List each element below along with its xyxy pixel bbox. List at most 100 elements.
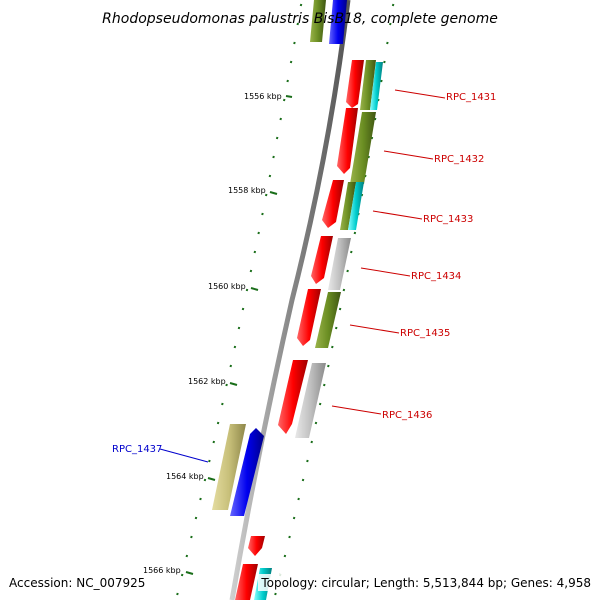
gene-feature-gray [328, 238, 351, 290]
ring-dot [306, 459, 309, 463]
ring-dot [203, 478, 207, 482]
ring-dot [338, 307, 342, 311]
ring-dot [301, 478, 305, 482]
ring-dot [268, 174, 272, 178]
ring-dot [225, 383, 228, 387]
footer-backing [258, 574, 592, 591]
gene-label-rpc-1433[interactable]: RPC_1433 [423, 214, 473, 225]
gene-label-rpc-1434[interactable]: RPC_1434 [411, 271, 461, 282]
ring-dot [342, 288, 346, 292]
gene-label-rpc-1435[interactable]: RPC_1435 [400, 328, 450, 339]
gene-label-rpc-1436[interactable]: RPC_1436 [382, 410, 432, 421]
tick-mark [269, 191, 278, 195]
ring-dot [353, 231, 357, 235]
ring-dot [327, 364, 330, 368]
ring-dot [288, 535, 291, 539]
gene-feature-cyan [370, 62, 383, 110]
ring-dot [233, 345, 237, 349]
leader-line [331, 405, 382, 415]
tick-label: 1566 kbp [143, 566, 181, 575]
ring-dot [299, 3, 303, 7]
ring-dot [346, 269, 349, 273]
tick-mark [185, 571, 194, 575]
leader-line [383, 150, 434, 160]
genome-backbone [229, 0, 351, 600]
ring-dot [274, 592, 277, 596]
ring-dot [286, 79, 289, 83]
gene-feature-red [235, 564, 258, 600]
ring-dot [293, 41, 296, 45]
tick-label: 1558 kbp [228, 186, 266, 195]
gene-feature-gray [295, 363, 326, 438]
ring-dot [297, 497, 300, 501]
gene-arrow-red [311, 236, 333, 284]
gene-feature-olive [350, 112, 376, 184]
ring-dot [292, 516, 296, 520]
gene-label-rpc-1431[interactable]: RPC_1431 [446, 92, 496, 103]
ring-dot [323, 383, 326, 387]
tick-mark [229, 382, 238, 386]
ring-dot [310, 440, 313, 444]
gene-feature-olive [310, 0, 326, 42]
gene-label-rpc-1432[interactable]: RPC_1432 [434, 154, 484, 165]
ring-dot [190, 535, 193, 539]
ring-dot [314, 421, 318, 425]
ring-dot [253, 250, 257, 254]
ring-dot [283, 554, 287, 558]
ring-dot [350, 250, 353, 254]
ring-dot [279, 117, 282, 121]
ring-dot [334, 326, 338, 330]
ring-dot [199, 497, 202, 501]
ring-dot [272, 155, 275, 159]
ring-dot [386, 41, 389, 45]
ring-dot [261, 212, 264, 216]
leader-line [372, 210, 423, 220]
ring-dot [185, 554, 189, 558]
accession-text: Accession: NC_007925 [9, 576, 145, 590]
gene-label-rpc-1437[interactable]: RPC_1437 [112, 444, 162, 455]
gene-arrow-red [278, 360, 308, 434]
tick-label: 1562 kbp [188, 377, 226, 386]
ring-dot [249, 269, 253, 273]
tick-mark [250, 287, 259, 291]
tick-mark [285, 95, 293, 98]
ring-dot [380, 79, 383, 83]
ring-dot [180, 573, 184, 577]
gene-feature-khaki [212, 424, 246, 510]
ring-dot [229, 364, 233, 368]
ring-dot [389, 22, 392, 26]
ring-dot [216, 421, 220, 425]
ring-dot [212, 440, 216, 444]
gene-feature-olive [340, 182, 356, 230]
ring-dot [275, 136, 279, 140]
ring-dot [373, 117, 377, 121]
gene-arrow-red [337, 108, 358, 174]
map-title: Rhodopseudomonas palustris BisB18, compl… [102, 11, 498, 27]
ring-dot [245, 288, 249, 292]
leader-line [394, 89, 446, 99]
ring-dot [318, 402, 322, 406]
tick-label: 1556 kbp [244, 92, 282, 101]
ring-dot [194, 516, 198, 520]
tick-marks [185, 95, 293, 575]
ring-dot [370, 136, 374, 140]
ring-dot [289, 60, 293, 64]
leader-line [159, 448, 209, 463]
gene-arrow-blue [230, 428, 264, 516]
ring-dot [264, 193, 268, 197]
tick-mark [207, 477, 216, 481]
ring-dot [237, 326, 241, 330]
leader-line [360, 267, 411, 277]
gene-feature-blue [329, 0, 347, 44]
ring-dot [241, 307, 245, 311]
ring-dot [282, 98, 286, 102]
leader-line [349, 324, 400, 334]
ring-dot [383, 60, 386, 64]
ring-dot [331, 345, 334, 349]
tick-label: 1560 kbp [208, 282, 246, 291]
gene-feature-cyan [348, 182, 364, 230]
ring-dot [367, 155, 370, 159]
topology-text: Topology: circular; Length: 5,513,844 bp… [260, 576, 591, 590]
gene-arrow-red [346, 60, 364, 108]
